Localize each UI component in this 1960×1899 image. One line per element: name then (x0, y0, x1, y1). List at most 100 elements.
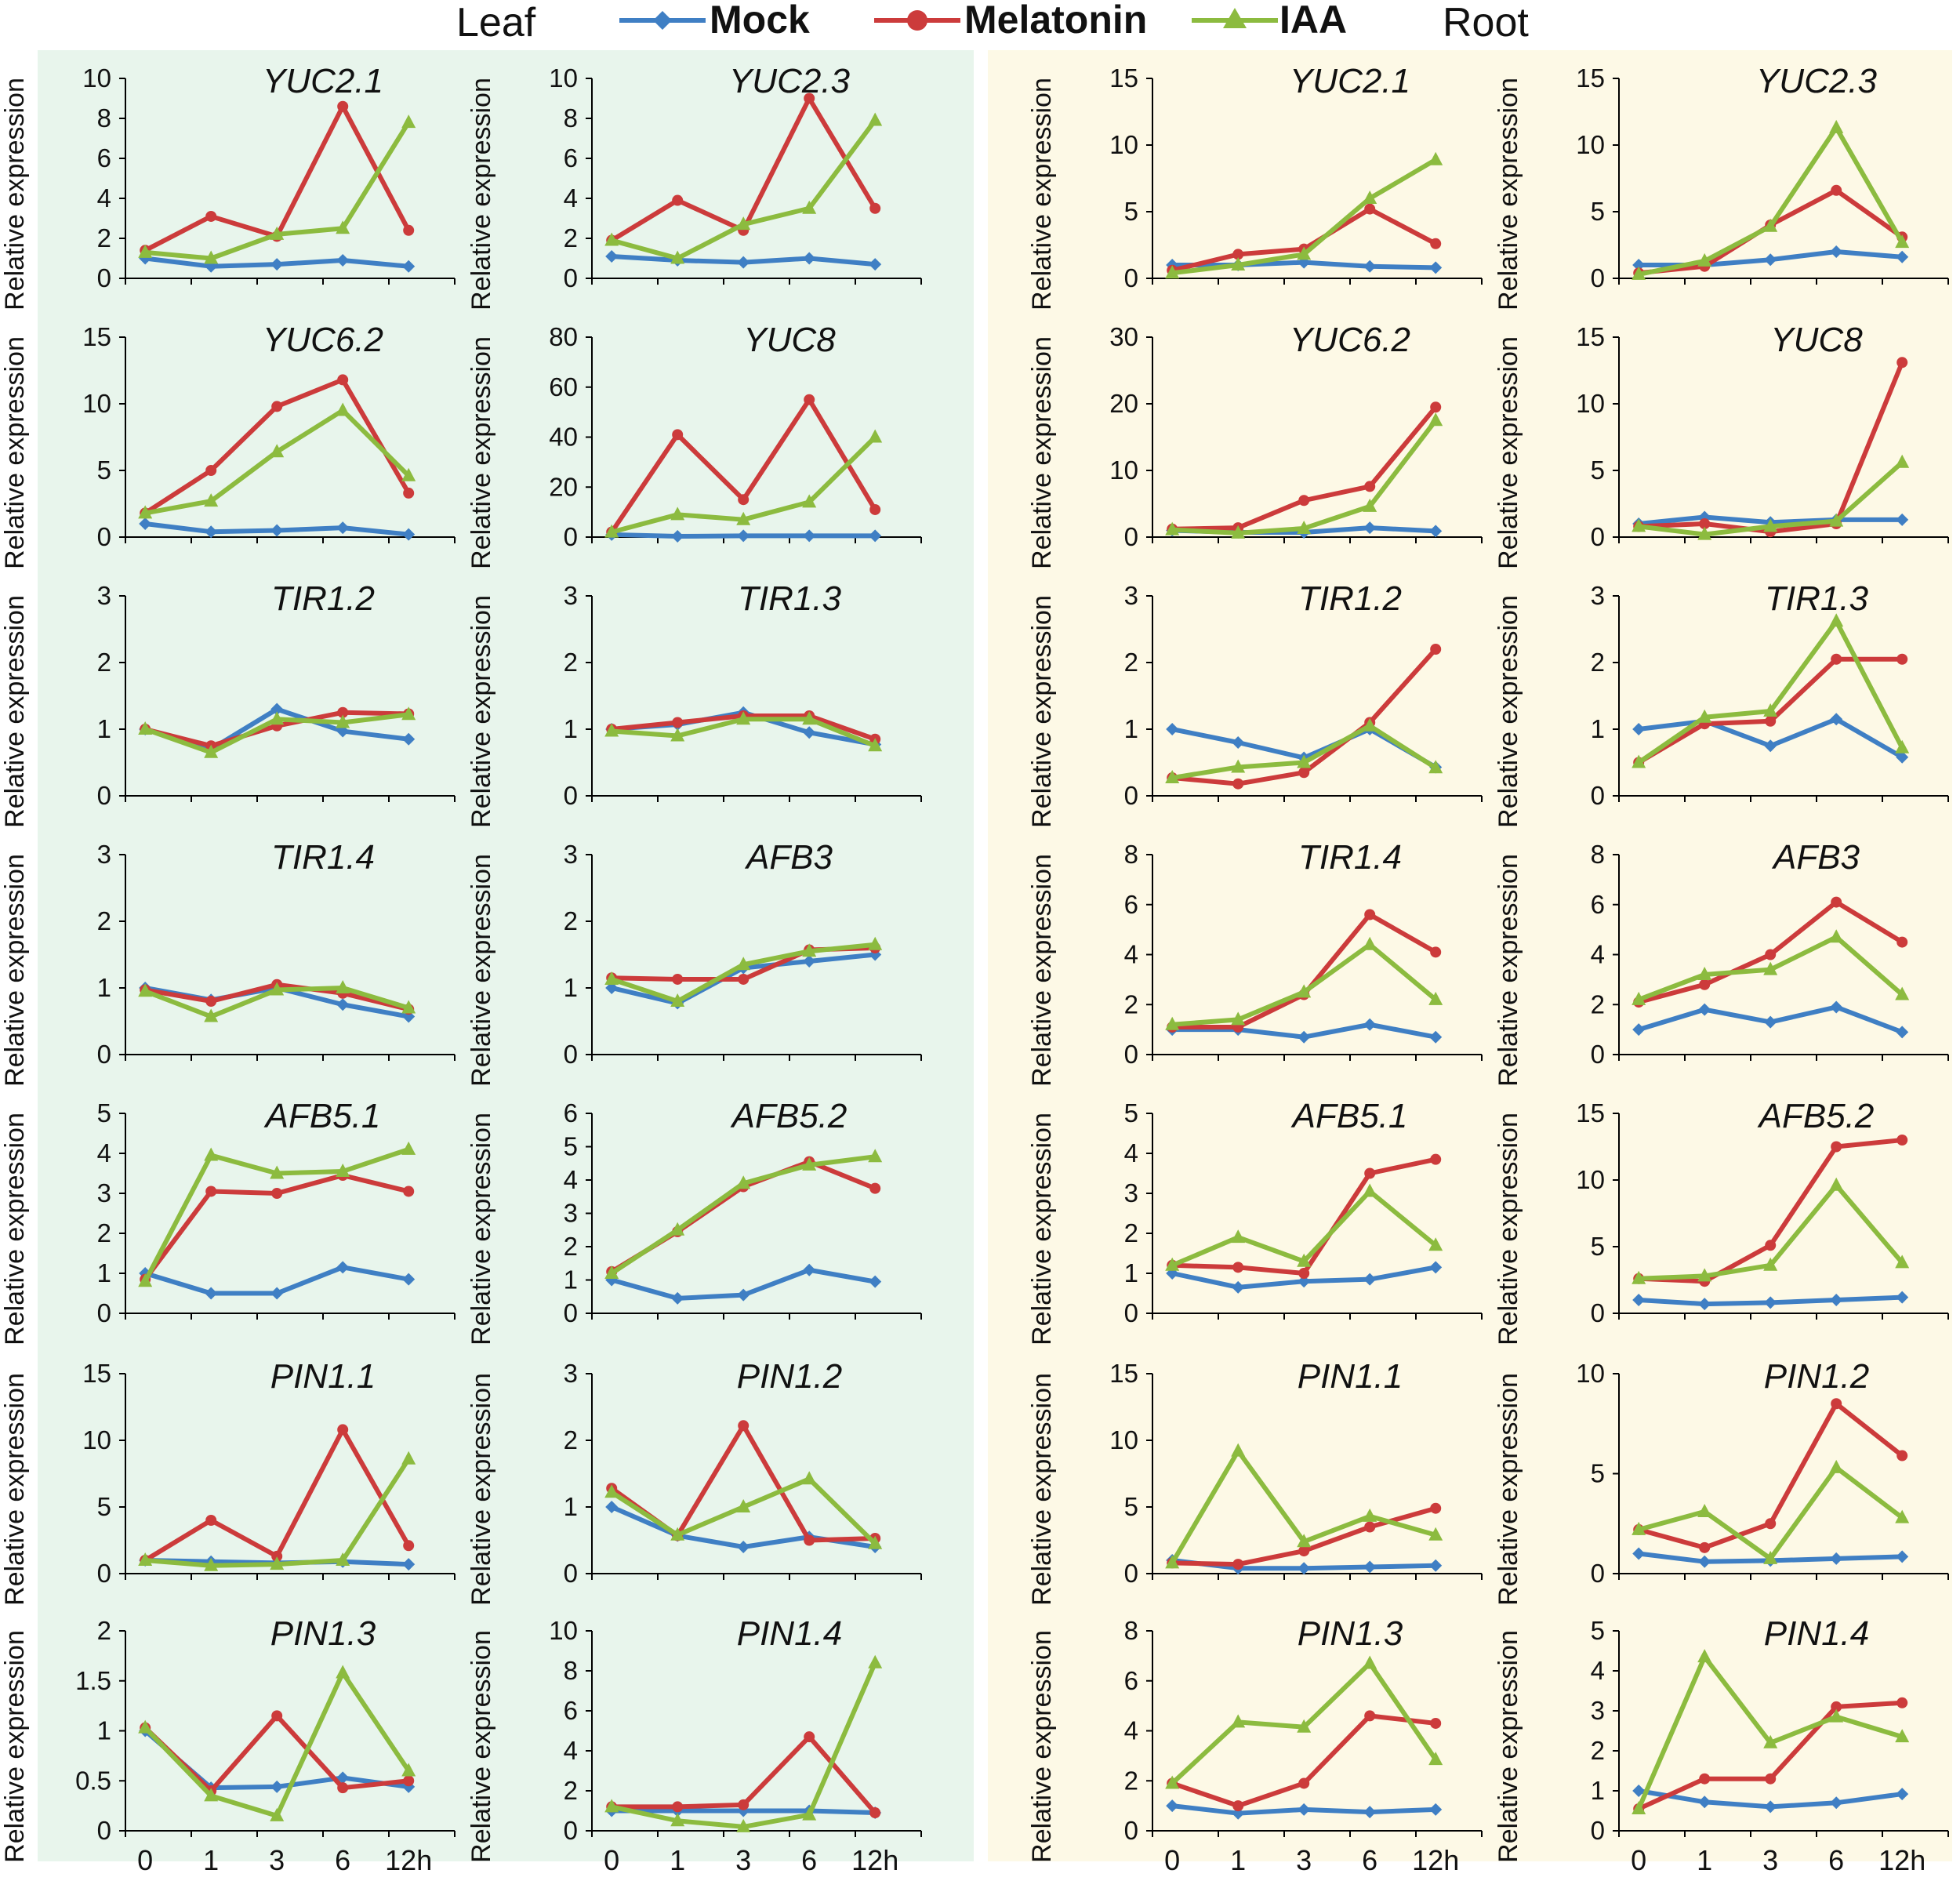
data-point-melatonin (271, 1710, 283, 1722)
y-tick-label: 5 (1124, 1492, 1138, 1521)
y-tick-label: 5 (97, 1492, 111, 1521)
data-point-mock (1830, 245, 1843, 258)
data-point-melatonin (271, 401, 283, 412)
panel-title: YUC6.2 (263, 321, 383, 359)
panel-leaf-tir1-4: 0 1 2 3 TIR1.4 Relative expression (0, 838, 456, 1087)
data-point-iaa (401, 114, 416, 129)
data-point-iaa (336, 1163, 350, 1177)
data-point-iaa (1165, 770, 1180, 784)
data-point-iaa (1428, 991, 1443, 1005)
data-point-mock (1429, 1803, 1443, 1816)
panel-title: TIR1.4 (271, 838, 375, 877)
panel-leaf-afb5-1: 0 1 2 3 4 5 AFB5.1 Relative expression (0, 1097, 456, 1345)
data-point-iaa (1297, 520, 1312, 534)
y-tick-label: 4 (1124, 940, 1138, 969)
x-tick-label: 3 (1762, 1844, 1778, 1876)
data-point-iaa (336, 1552, 350, 1566)
panel-leaf-afb3: 0 1 2 3 AFB3 Relative expression (466, 838, 922, 1087)
data-point-melatonin (1765, 1240, 1777, 1251)
y-tick-label: 3 (564, 840, 578, 869)
y-tick-label: 2 (564, 648, 578, 677)
x-tick-label: 12h (385, 1844, 432, 1876)
data-point-iaa (1632, 1800, 1646, 1814)
panel-title: PIN1.1 (1298, 1357, 1403, 1396)
y-tick-label: 8 (1124, 840, 1138, 869)
data-point-iaa (1829, 513, 1844, 527)
data-point-iaa (270, 711, 285, 725)
y-axis-label: Relative expression (1494, 1113, 1523, 1345)
y-tick-label: 6 (1591, 890, 1605, 919)
data-point-iaa (670, 728, 685, 742)
y-tick-label: 0 (1124, 781, 1138, 810)
y-tick-label: 6 (1124, 890, 1138, 919)
data-point-iaa (1763, 703, 1778, 717)
data-point-iaa (802, 1806, 817, 1821)
data-point-mock (1896, 1026, 1909, 1039)
legend-mock: Mock (619, 0, 810, 42)
y-tick-label: 3 (1591, 581, 1605, 610)
data-point-iaa (1632, 1521, 1646, 1535)
x-tick-label: 3 (1296, 1844, 1312, 1876)
y-tick-label: 2 (1591, 648, 1605, 677)
data-point-iaa (1895, 986, 1910, 1000)
data-point-iaa (604, 524, 619, 538)
y-tick-label: 10 (82, 1425, 111, 1454)
data-point-melatonin (1430, 238, 1442, 249)
y-axis-label: Relative expression (1494, 1630, 1523, 1863)
y-axis-label: Relative expression (466, 1373, 496, 1606)
data-point-iaa (604, 1265, 619, 1279)
data-point-iaa (868, 936, 883, 950)
y-tick-label: 20 (549, 472, 578, 501)
data-point-mock (1232, 736, 1245, 749)
data-point-iaa (1895, 1729, 1910, 1743)
y-tick-label: 15 (82, 1359, 111, 1388)
data-point-iaa (1363, 1508, 1377, 1522)
data-point-iaa (138, 1719, 153, 1734)
data-point-mock (737, 1288, 750, 1302)
x-tick-label: 3 (269, 1844, 285, 1876)
legend-melatonin-marker (907, 10, 927, 31)
y-axis-label: Relative expression (0, 1113, 30, 1345)
data-point-iaa (204, 1008, 219, 1022)
data-point-iaa (336, 220, 350, 234)
data-point-mock (605, 982, 619, 994)
data-point-melatonin (804, 394, 815, 405)
y-tick-label: 0 (564, 1816, 578, 1845)
data-point-mock (671, 530, 684, 543)
data-point-iaa (1632, 1270, 1646, 1284)
data-point-mock (1698, 1796, 1711, 1809)
data-point-iaa (204, 493, 219, 507)
data-point-melatonin (1765, 1518, 1777, 1530)
y-tick-label: 30 (1109, 322, 1138, 351)
panel-title: AFB5.2 (1757, 1097, 1875, 1135)
data-point-melatonin (869, 1807, 881, 1819)
y-tick-label: 40 (549, 423, 578, 452)
y-axis-label: Relative expression (466, 595, 496, 828)
panel-title: TIR1.2 (1298, 579, 1402, 618)
data-point-mock (1429, 1261, 1443, 1274)
data-point-iaa (604, 971, 619, 985)
y-tick-label: 1 (564, 1265, 578, 1294)
panel-title: TIR1.3 (738, 579, 842, 618)
data-point-melatonin (1831, 653, 1842, 665)
data-point-iaa (401, 1763, 416, 1777)
y-tick-label: 6 (564, 1098, 578, 1127)
y-tick-label: 8 (97, 103, 111, 133)
data-point-mock (1764, 253, 1777, 267)
data-point-mock (1830, 713, 1843, 726)
data-point-iaa (138, 1273, 153, 1287)
y-tick-label: 10 (1576, 130, 1605, 159)
data-point-iaa (670, 507, 685, 521)
y-tick-label: 10 (1576, 1359, 1605, 1388)
data-point-iaa (270, 1807, 285, 1821)
y-tick-label: 0 (1591, 522, 1605, 551)
data-point-mock (1429, 525, 1443, 538)
x-tick-label: 12h (1412, 1844, 1459, 1876)
y-tick-label: 3 (564, 1199, 578, 1228)
y-tick-label: 0 (97, 1559, 111, 1588)
y-tick-label: 1 (1591, 1776, 1605, 1805)
y-tick-label: 5 (1591, 456, 1605, 485)
data-point-melatonin (1831, 1398, 1842, 1410)
data-point-melatonin (403, 224, 415, 236)
legend-melatonin-label: Melatonin (964, 0, 1147, 42)
